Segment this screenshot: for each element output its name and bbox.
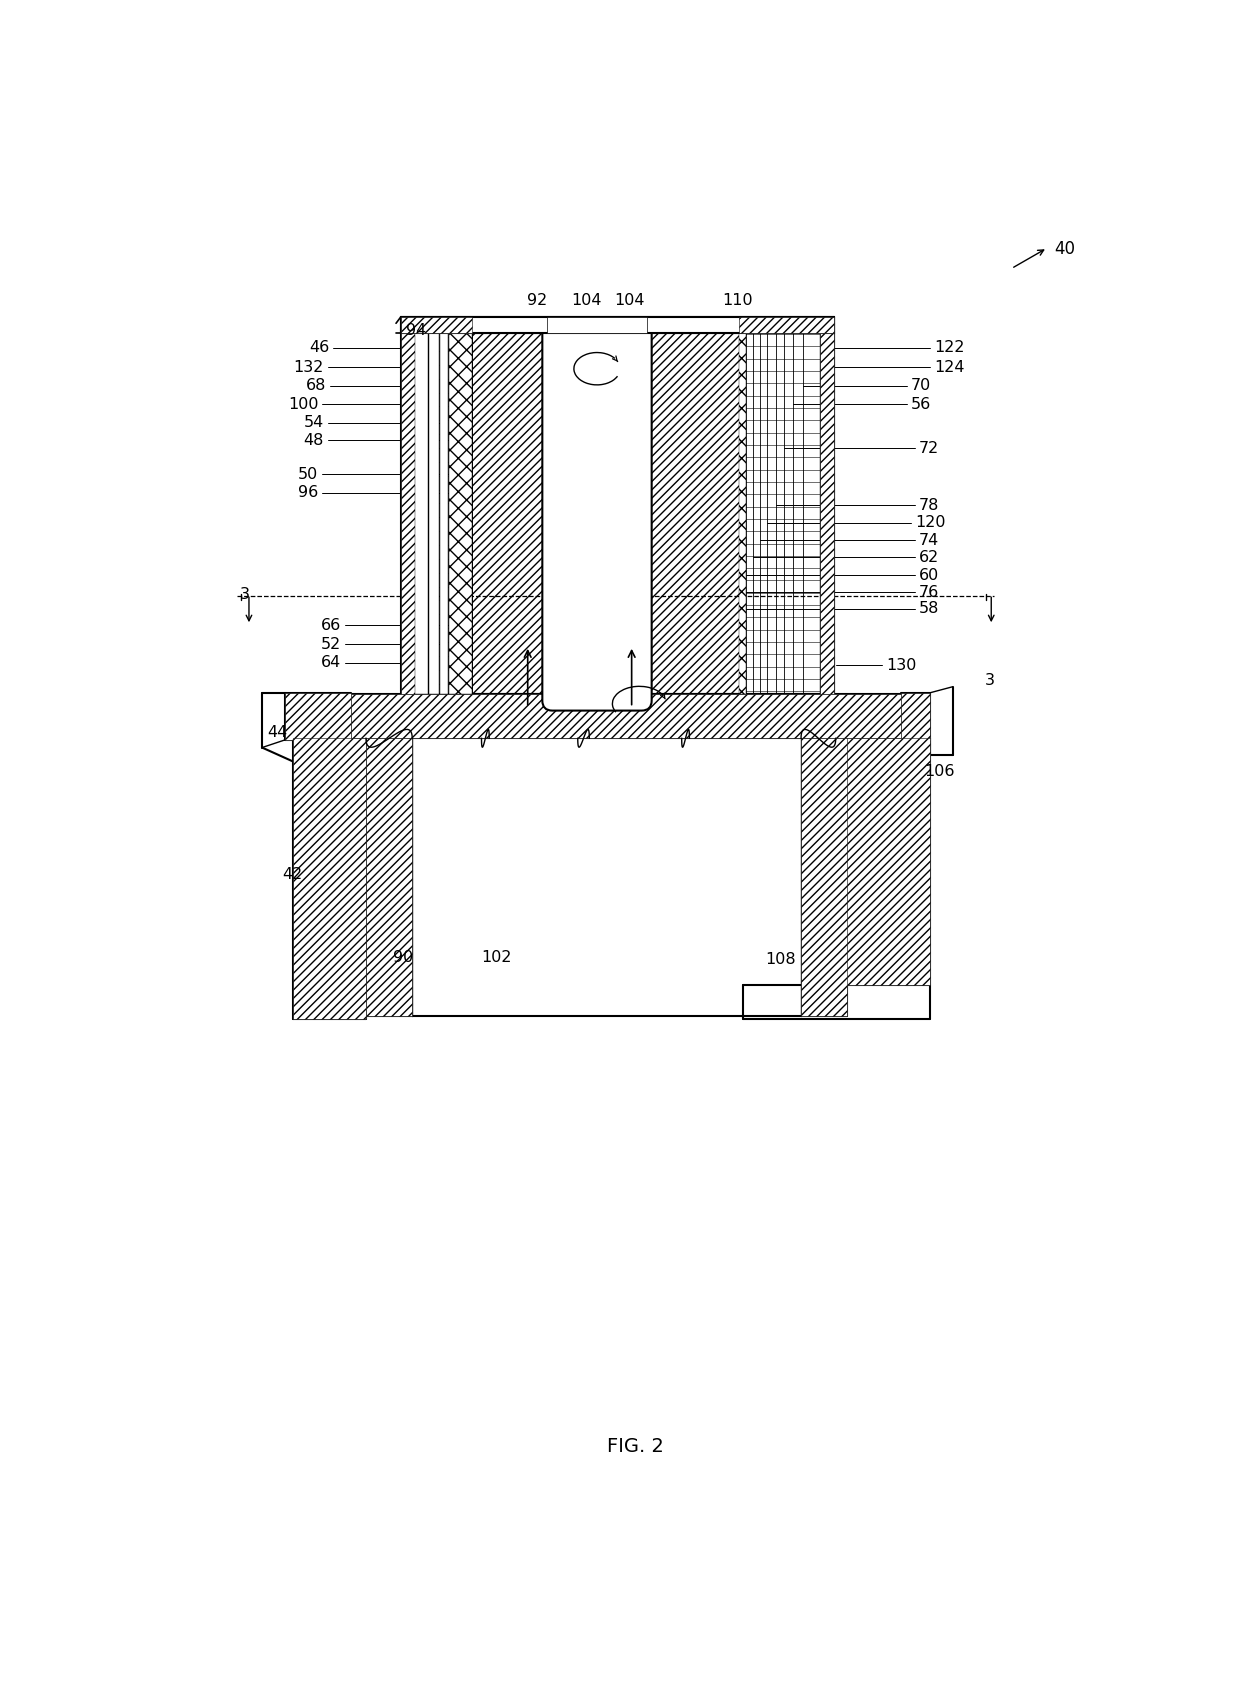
- Polygon shape: [901, 692, 930, 740]
- Text: 94: 94: [405, 323, 427, 337]
- Text: 54: 54: [304, 415, 324, 430]
- Polygon shape: [366, 738, 412, 1016]
- Text: 48: 48: [304, 433, 324, 449]
- Text: 58: 58: [919, 601, 939, 616]
- Polygon shape: [401, 317, 472, 332]
- Text: 74: 74: [919, 533, 939, 549]
- Text: 104: 104: [570, 293, 601, 308]
- Polygon shape: [293, 738, 366, 1019]
- Text: 46: 46: [309, 340, 329, 356]
- Text: 66: 66: [321, 618, 341, 633]
- Text: 68: 68: [305, 378, 326, 393]
- Text: 62: 62: [919, 550, 939, 565]
- Polygon shape: [801, 738, 847, 1016]
- Polygon shape: [351, 694, 901, 738]
- Bar: [429, 317, 439, 694]
- Polygon shape: [821, 317, 835, 694]
- Text: 3: 3: [239, 587, 249, 601]
- Text: 92: 92: [527, 293, 547, 308]
- Polygon shape: [739, 317, 746, 694]
- Bar: [440, 317, 449, 694]
- Text: FIG. 2: FIG. 2: [608, 1437, 663, 1456]
- Text: 130: 130: [885, 657, 916, 672]
- Text: 50: 50: [298, 467, 319, 483]
- Text: 104: 104: [614, 293, 645, 308]
- Text: 44: 44: [268, 725, 288, 740]
- Bar: [415, 317, 428, 694]
- Polygon shape: [836, 738, 930, 985]
- Polygon shape: [739, 317, 835, 332]
- Text: 52: 52: [321, 637, 341, 652]
- Text: 78: 78: [919, 498, 939, 513]
- Text: 60: 60: [919, 567, 939, 582]
- Bar: [401, 317, 835, 332]
- Text: 3: 3: [985, 674, 994, 687]
- Text: 42: 42: [283, 867, 303, 882]
- Text: 132: 132: [294, 359, 324, 374]
- Text: 40: 40: [1055, 240, 1075, 259]
- Text: 72: 72: [919, 440, 939, 455]
- Text: 124: 124: [934, 359, 965, 374]
- Text: 122: 122: [934, 340, 965, 356]
- Text: 100: 100: [288, 396, 319, 411]
- Text: 64: 64: [321, 655, 341, 670]
- Polygon shape: [401, 317, 414, 694]
- Polygon shape: [472, 317, 551, 694]
- Text: 90: 90: [393, 950, 413, 965]
- Bar: [547, 317, 647, 332]
- Text: 120: 120: [915, 515, 946, 530]
- FancyBboxPatch shape: [542, 322, 652, 711]
- Polygon shape: [285, 692, 351, 740]
- Text: 106: 106: [924, 764, 955, 779]
- Text: 102: 102: [481, 950, 512, 965]
- Polygon shape: [644, 317, 739, 694]
- Text: 110: 110: [722, 293, 753, 308]
- Text: 108: 108: [765, 951, 796, 967]
- Text: 76: 76: [919, 584, 939, 599]
- Text: 56: 56: [911, 396, 931, 411]
- Text: 70: 70: [911, 378, 931, 393]
- Polygon shape: [449, 317, 472, 694]
- Text: 96: 96: [298, 486, 319, 499]
